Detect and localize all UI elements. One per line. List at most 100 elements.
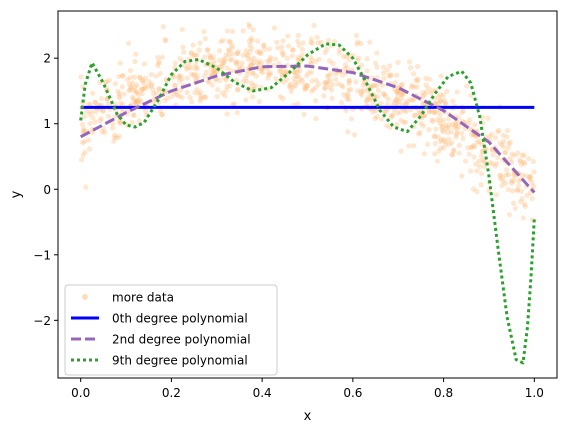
scatter-point xyxy=(226,38,232,45)
scatter-point xyxy=(117,120,123,126)
scatter-point xyxy=(411,96,417,103)
scatter-point xyxy=(329,95,335,101)
scatter-points xyxy=(78,21,537,223)
scatter-point xyxy=(514,187,521,193)
scatter-point xyxy=(456,150,462,156)
scatter-point xyxy=(222,56,228,62)
scatter-point xyxy=(394,100,400,107)
scatter-point xyxy=(138,87,144,93)
scatter-point xyxy=(437,120,443,126)
scatter-point xyxy=(249,37,255,43)
scatter-point xyxy=(116,90,122,96)
scatter-point xyxy=(474,168,480,174)
scatter-point xyxy=(354,41,360,47)
scatter-point xyxy=(372,60,379,66)
scatter-point xyxy=(391,86,397,92)
scatter-point xyxy=(452,121,459,127)
scatter-point xyxy=(164,95,170,101)
scatter-point xyxy=(430,118,436,124)
scatter-point xyxy=(504,128,511,134)
scatter-point xyxy=(311,22,317,29)
scatter-point xyxy=(341,92,347,98)
plot-frame xyxy=(57,10,558,379)
scatter-point xyxy=(307,54,314,60)
scatter-point xyxy=(314,34,320,40)
scatter-point xyxy=(432,109,438,115)
scatter-point xyxy=(193,76,199,82)
scatter-point xyxy=(106,77,112,83)
scatter-point xyxy=(502,150,508,156)
scatter-point xyxy=(509,159,515,165)
scatter-point xyxy=(285,33,291,39)
scatter-point xyxy=(201,29,207,35)
scatter-point xyxy=(306,70,312,76)
scatter-point xyxy=(384,67,390,73)
scatter-point xyxy=(401,119,407,125)
scatter-point xyxy=(429,88,436,94)
scatter-point xyxy=(140,78,146,84)
scatter-point xyxy=(459,130,465,137)
scatter-point xyxy=(191,53,197,59)
scatter-point xyxy=(512,152,518,158)
scatter-point xyxy=(492,163,498,169)
scatter-point xyxy=(116,73,122,80)
scatter-point xyxy=(326,37,332,43)
scatter-point xyxy=(256,58,262,64)
scatter-point xyxy=(223,52,229,58)
scatter-point xyxy=(512,174,518,180)
scatter-point xyxy=(188,51,195,57)
scatter-point xyxy=(324,73,331,79)
scatter-point xyxy=(344,93,350,99)
scatter-point xyxy=(247,62,254,68)
scatter-point xyxy=(325,73,332,79)
scatter-point xyxy=(202,73,208,79)
scatter-point xyxy=(489,131,495,137)
scatter-point xyxy=(370,109,376,115)
scatter-point xyxy=(302,85,308,91)
scatter-point xyxy=(299,46,306,53)
scatter-point xyxy=(505,172,512,178)
scatter-point xyxy=(454,126,460,132)
scatter-point xyxy=(449,151,455,157)
scatter-point xyxy=(104,79,110,85)
scatter-point xyxy=(380,64,387,70)
scatter-point xyxy=(180,44,186,50)
scatter-point xyxy=(476,164,483,170)
scatter-point xyxy=(135,91,142,97)
scatter-point xyxy=(148,83,154,89)
scatter-point xyxy=(487,159,493,166)
scatter-point xyxy=(346,78,352,84)
scatter-point xyxy=(464,83,470,89)
scatter-point xyxy=(316,56,322,62)
scatter-point xyxy=(204,47,210,53)
scatter-point xyxy=(117,95,123,101)
scatter-point xyxy=(385,96,391,102)
scatter-point xyxy=(403,101,409,107)
scatter-point xyxy=(481,164,487,170)
scatter-point xyxy=(506,212,513,218)
scatter-point xyxy=(277,67,283,74)
scatter-point xyxy=(291,70,297,76)
scatter-point xyxy=(332,38,338,45)
scatter-point xyxy=(191,73,197,79)
scatter-point xyxy=(431,109,437,116)
scatter-point xyxy=(449,121,456,127)
scatter-point xyxy=(519,152,525,158)
scatter-point xyxy=(141,80,147,86)
scatter-point xyxy=(353,32,360,39)
scatter-point xyxy=(236,64,242,70)
scatter-point xyxy=(398,117,404,123)
scatter-point xyxy=(142,75,149,81)
scatter-point xyxy=(358,62,365,68)
scatter-point xyxy=(191,71,198,77)
scatter-point xyxy=(125,40,132,46)
scatter-point xyxy=(116,133,122,139)
scatter-point xyxy=(118,119,124,125)
legend-swatch-scatter xyxy=(82,294,88,300)
scatter-point xyxy=(171,91,177,97)
scatter-point xyxy=(202,35,208,42)
scatter-point xyxy=(130,96,136,102)
scatter-point xyxy=(142,86,148,92)
scatter-point xyxy=(128,85,134,91)
scatter-point xyxy=(227,57,233,63)
